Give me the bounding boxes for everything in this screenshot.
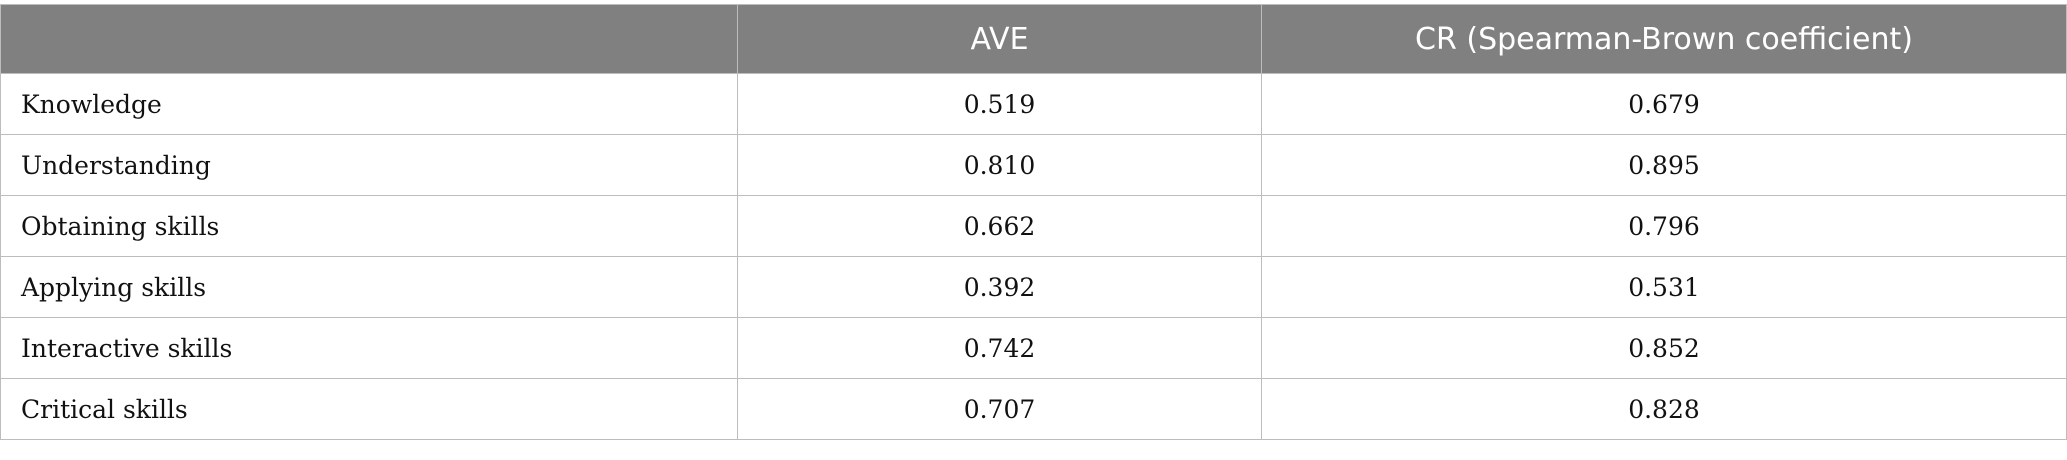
header-cr: CR (Spearman-Brown coefficient) [1261,4,2067,74]
table-row: Understanding 0.810 0.895 [0,134,2067,196]
results-table: AVE CR (Spearman-Brown coefficient) Know… [0,4,2067,440]
cr-value: 0.852 [1261,317,2067,379]
ave-value: 0.519 [737,73,1262,135]
table-row: Critical skills 0.707 0.828 [0,378,2067,440]
cr-value: 0.531 [1261,256,2067,318]
cr-value: 0.828 [1261,378,2067,440]
table-row: Applying skills 0.392 0.531 [0,256,2067,318]
ave-value: 0.742 [737,317,1262,379]
header-row: AVE CR (Spearman-Brown coefficient) [0,4,2067,74]
ave-value: 0.707 [737,378,1262,440]
row-label: Understanding [0,134,738,196]
row-label: Applying skills [0,256,738,318]
cr-value: 0.895 [1261,134,2067,196]
table-row: Knowledge 0.519 0.679 [0,73,2067,135]
cr-value: 0.796 [1261,195,2067,257]
ave-value: 0.392 [737,256,1262,318]
row-label: Interactive skills [0,317,738,379]
row-label: Obtaining skills [0,195,738,257]
table-row: Interactive skills 0.742 0.852 [0,317,2067,379]
table-row: Obtaining skills 0.662 0.796 [0,195,2067,257]
row-label: Critical skills [0,378,738,440]
ave-value: 0.810 [737,134,1262,196]
results-table-container: AVE CR (Spearman-Brown coefficient) Know… [0,4,2067,440]
row-label: Knowledge [0,73,738,135]
cr-value: 0.679 [1261,73,2067,135]
header-ave: AVE [737,4,1262,74]
ave-value: 0.662 [737,195,1262,257]
header-empty-cell [0,4,738,74]
